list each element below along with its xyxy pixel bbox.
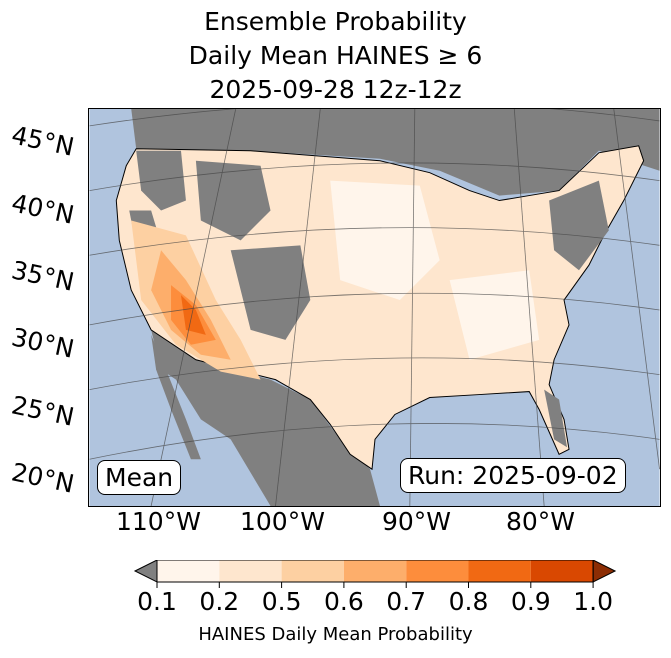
lon-label-90: 90°W bbox=[382, 507, 452, 536]
colorbar-tick-label: 0.5 bbox=[261, 587, 302, 616]
colorbar-over-arrow bbox=[592, 560, 617, 583]
colorbar-frame bbox=[156, 560, 594, 583]
colorbar-segment bbox=[157, 560, 220, 582]
colorbar-tick-label: 0.9 bbox=[510, 587, 551, 616]
colorbar-segment bbox=[406, 560, 469, 582]
lon-label-100: 100°W bbox=[240, 507, 325, 536]
mexico-land bbox=[151, 329, 380, 506]
colorbar-label: HAINES Daily Mean Probability bbox=[198, 624, 473, 645]
lat-label-35: 35°N bbox=[8, 255, 77, 297]
stat-label-box: Mean bbox=[97, 460, 182, 495]
colorbar-segment bbox=[343, 560, 407, 582]
colorbar-tick-label: 0.7 bbox=[386, 587, 427, 616]
lat-label-30: 30°N bbox=[8, 322, 77, 364]
colorbar-tick-label: 0.2 bbox=[199, 587, 240, 616]
lat-label-25: 25°N bbox=[8, 390, 77, 432]
title-line-1: Ensemble Probability bbox=[204, 7, 467, 36]
colorbar-tick-label: 0.6 bbox=[324, 587, 364, 616]
probability-patches bbox=[131, 180, 540, 380]
title-line-2: Daily Mean HAINES ≥ 6 bbox=[188, 41, 483, 70]
colorbar-segment bbox=[219, 560, 282, 582]
lon-label-80: 80°W bbox=[506, 507, 576, 536]
colorbar-segment bbox=[530, 560, 594, 582]
baja-land bbox=[151, 334, 201, 460]
colorbar-segment bbox=[468, 560, 531, 582]
colorbar-tick-label: 1.0 bbox=[573, 587, 613, 616]
lat-label-45: 45°N bbox=[8, 120, 77, 162]
graticule bbox=[89, 109, 660, 506]
lon-label-110: 110°W bbox=[116, 507, 201, 536]
run-date-box: Run: 2025-09-02 bbox=[400, 458, 626, 493]
colorbar-segment bbox=[281, 560, 344, 582]
colorbar-tick-label: 0.8 bbox=[448, 587, 489, 616]
lat-label-40: 40°N bbox=[8, 188, 77, 230]
lat-label-20: 20°N bbox=[8, 457, 77, 499]
probability-map bbox=[88, 108, 661, 507]
colorbar-under-arrow bbox=[133, 560, 158, 583]
colorbar-tick-label: 0.1 bbox=[137, 587, 177, 616]
colorbar bbox=[133, 560, 617, 588]
canada-land bbox=[131, 109, 660, 196]
title-line-3: 2025-09-28 12z-12z bbox=[209, 75, 462, 104]
